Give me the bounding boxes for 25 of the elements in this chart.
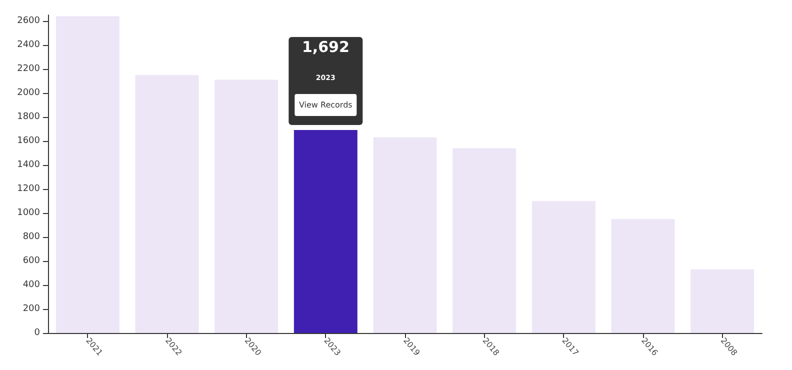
bar bbox=[373, 137, 437, 333]
y-tick-label: 1800 bbox=[17, 112, 40, 122]
y-tick-label: 2000 bbox=[17, 88, 40, 98]
y-tick-label: 1400 bbox=[17, 160, 40, 170]
bar bbox=[532, 201, 596, 333]
annotation: View Records bbox=[298, 100, 352, 110]
bar bbox=[135, 75, 199, 333]
annotation: 1,692 bbox=[302, 38, 350, 56]
y-tick-label: 1600 bbox=[17, 136, 40, 146]
y-tick-label: 800 bbox=[22, 232, 40, 242]
bar bbox=[56, 16, 120, 333]
bar bbox=[294, 130, 358, 333]
y-tick-label: 600 bbox=[22, 256, 40, 266]
y-tick-label: 1000 bbox=[17, 208, 40, 218]
y-tick-label: 2600 bbox=[17, 16, 40, 26]
y-tick-label: 2200 bbox=[17, 64, 40, 74]
y-tick-label: 200 bbox=[22, 304, 40, 314]
y-tick-label: 2400 bbox=[17, 40, 40, 50]
bar bbox=[690, 269, 754, 333]
y-tick-label: 0 bbox=[34, 328, 40, 338]
y-tick-label: 400 bbox=[22, 280, 40, 290]
bar bbox=[452, 148, 516, 333]
bar bbox=[611, 219, 675, 333]
y-tick-label: 1200 bbox=[17, 184, 40, 194]
bar bbox=[214, 80, 278, 333]
